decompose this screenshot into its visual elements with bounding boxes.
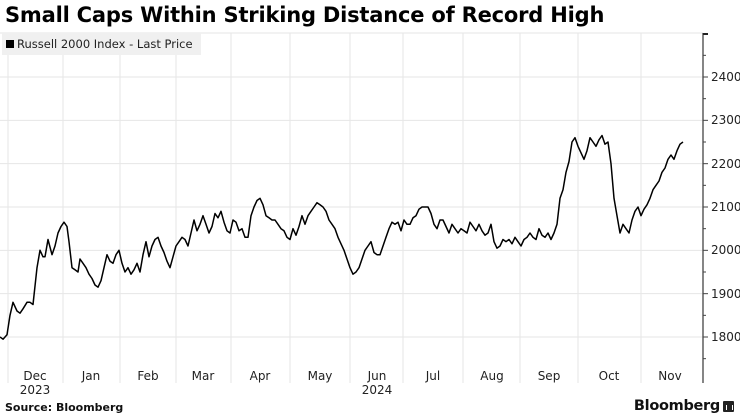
chart-title: Small Caps Within Striking Distance of R… — [5, 3, 605, 27]
y-axis — [702, 33, 708, 383]
y-tick-label: 2200 — [711, 156, 740, 171]
russell-2000-line — [0, 134, 684, 340]
x-tick-label: Jul — [425, 369, 441, 383]
legend: Russell 2000 Index - Last Price — [2, 33, 201, 55]
x-tick-label: Sep — [537, 369, 561, 383]
y-tick-label: 2100 — [711, 200, 740, 214]
y-tick-label: 2400 — [711, 70, 740, 84]
gridlines — [0, 32, 703, 383]
y-tick-label: 1900 — [711, 286, 740, 301]
x-tick-label: May — [307, 369, 333, 383]
x-tick-label: Oct — [598, 369, 620, 383]
x-tick-label: Jun 2024 — [361, 369, 393, 397]
y-tick-label: 1800 — [711, 330, 740, 344]
legend-swatch — [6, 40, 14, 48]
x-tick-label: Mar — [191, 369, 215, 383]
x-tick-label: Feb — [137, 369, 159, 383]
bloomberg-logo: Bloomberg — [633, 398, 720, 414]
x-tick-label: Nov — [658, 369, 682, 383]
x-tick-label: Dec 2023 — [19, 369, 51, 397]
y-tick-label: 2300 — [711, 113, 740, 128]
x-tick-label: Jan — [81, 369, 101, 383]
bloomberg-chart-icon — [723, 401, 734, 412]
source-note: Source: Bloomberg — [5, 401, 124, 414]
x-tick-label: Aug — [480, 369, 504, 383]
y-tick-label: 2000 — [711, 243, 740, 258]
x-tick-label: Apr — [249, 369, 271, 383]
legend-label: Russell 2000 Index - Last Price — [17, 37, 193, 51]
